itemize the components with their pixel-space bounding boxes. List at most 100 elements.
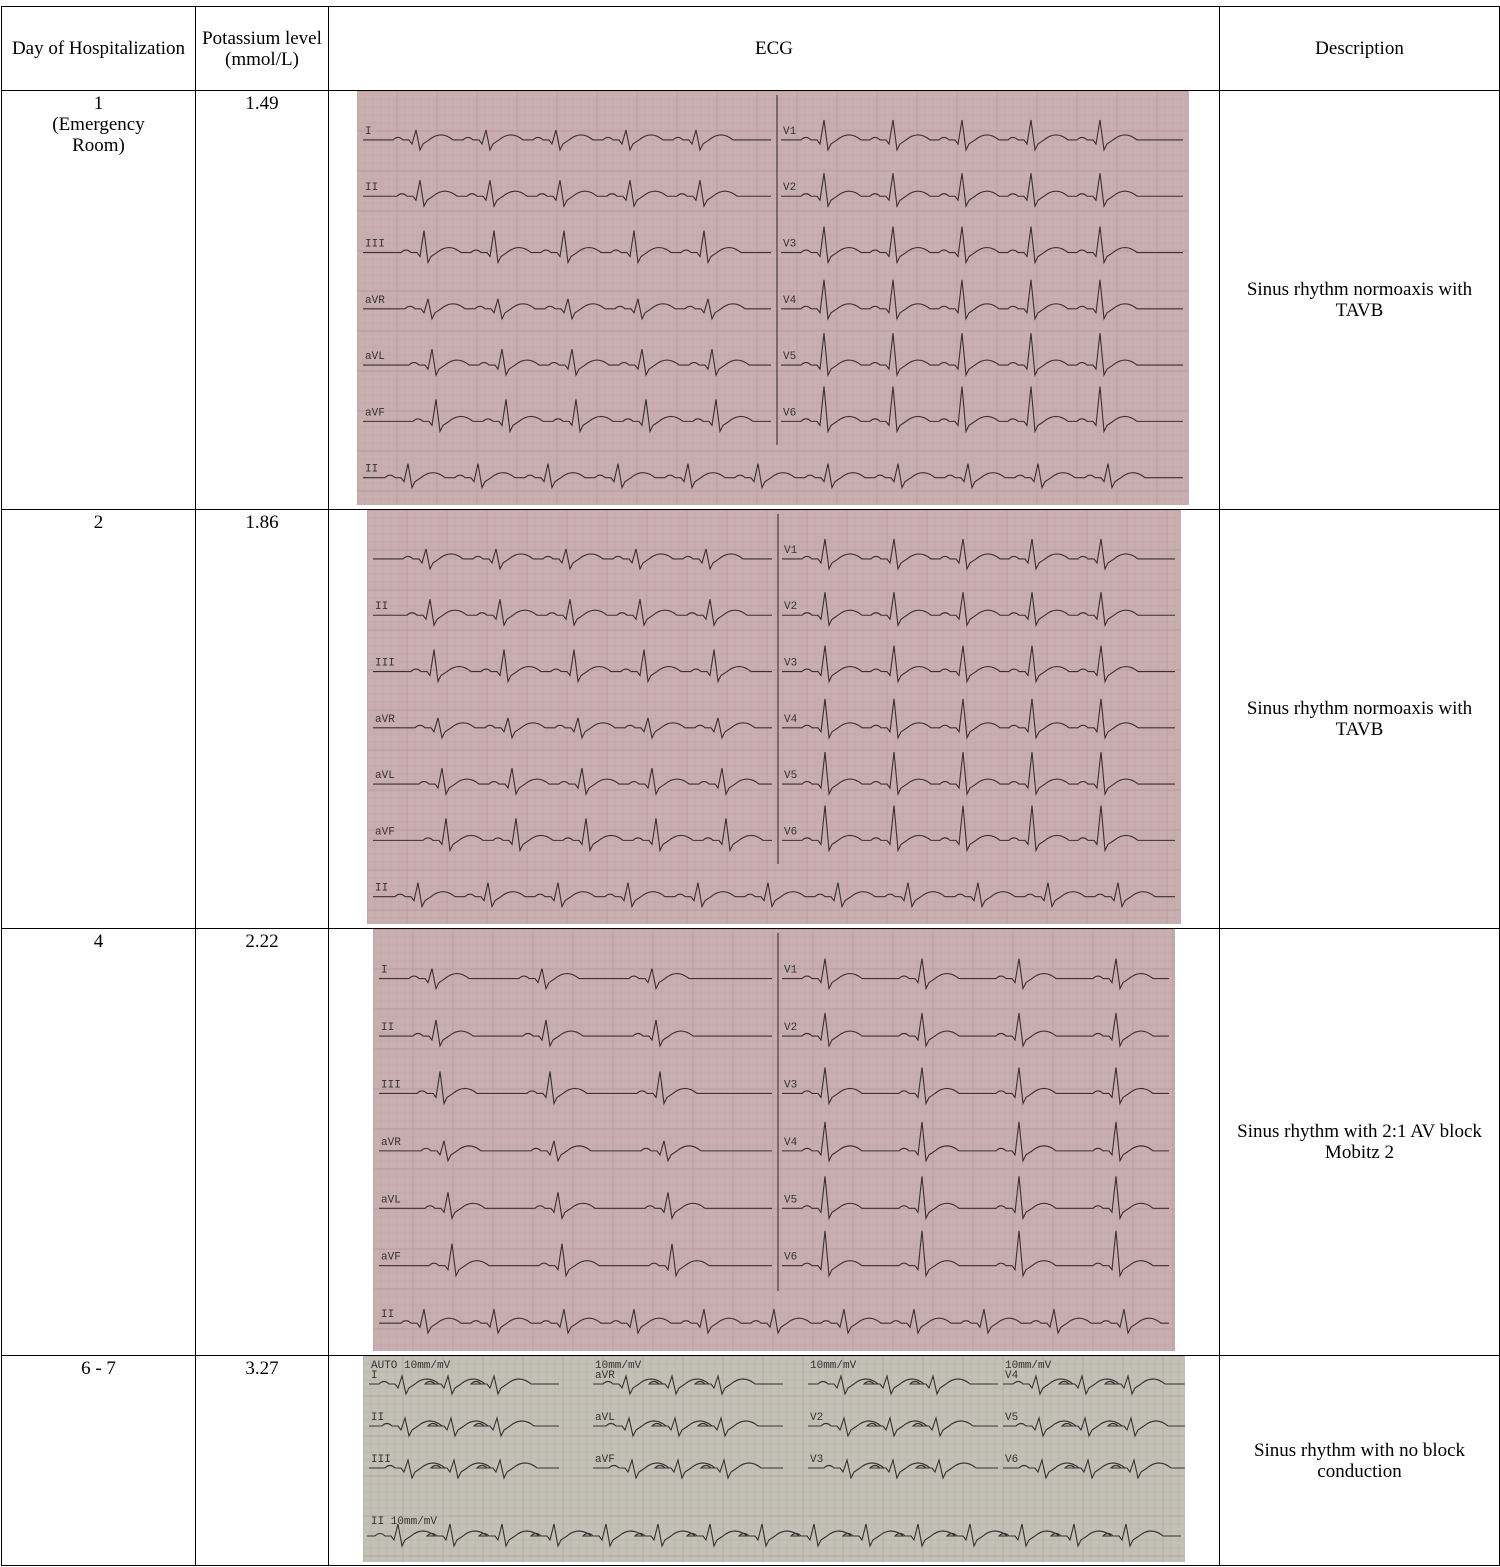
- calibration-label: 10mm/mV: [810, 1360, 857, 1372]
- rhythm-strip: [363, 463, 1183, 490]
- lead-label: III: [375, 658, 395, 670]
- day-note: (Emergency Room): [52, 114, 145, 156]
- lead-trace-right: [782, 805, 1175, 853]
- day-value: 1: [93, 93, 104, 114]
- lead-label: V4: [783, 295, 797, 307]
- lead-trace: [1003, 1457, 1185, 1480]
- table-row: 1 (Emergency Room) 1.49 I V1 II V2 III V3 aVR V…: [1, 90, 1500, 510]
- ecg-grid: [363, 1356, 1185, 1562]
- day-value: 4: [93, 931, 104, 952]
- lead-trace-right: [782, 1012, 1169, 1048]
- description-text: Sinus rhythm with no block conduction: [1253, 1439, 1466, 1482]
- ecg-table: Day of Hospitalization Potassium level (…: [1, 6, 1500, 1566]
- lead-label: II: [375, 883, 388, 895]
- lead-label: I: [371, 1370, 378, 1382]
- lead-label: II: [365, 464, 378, 476]
- lead-trace: [1003, 1415, 1185, 1438]
- lead-trace-right: [782, 1230, 1169, 1278]
- lead-label: aVF: [381, 1252, 401, 1264]
- header-description: Description: [1219, 6, 1500, 91]
- calibration-label: AUTO 10mm/mV: [371, 1360, 451, 1372]
- rhythm-strip: [379, 1309, 1169, 1335]
- lead-trace-right: [781, 333, 1183, 378]
- lead-label: II: [381, 1309, 394, 1321]
- lead-label: aVL: [375, 770, 395, 782]
- potassium-value: 2.22: [195, 928, 329, 1356]
- day-cell: 6 - 7: [1, 1355, 196, 1566]
- lead-trace: [369, 1373, 559, 1396]
- lead-trace-left: [379, 1243, 772, 1278]
- ecg-paper: [373, 929, 1175, 1351]
- lead-label: V2: [783, 182, 796, 194]
- lead-label: V4: [784, 714, 798, 726]
- lead-trace-left: [379, 1019, 772, 1048]
- calibration-label: 10mm/mV: [1005, 1360, 1052, 1372]
- lead-trace-right: [781, 173, 1183, 209]
- lead-trace-left: [379, 1071, 772, 1106]
- rhythm-strip: [373, 882, 1175, 909]
- lead-trace-left: [373, 767, 772, 796]
- potassium-value: 1.49: [195, 90, 329, 510]
- lead-label: II: [371, 1412, 384, 1424]
- lead-trace: [593, 1457, 783, 1480]
- lead-label: V5: [1005, 1412, 1018, 1424]
- lead-label: V6: [784, 1252, 797, 1264]
- potassium-value: 3.27: [195, 1355, 329, 1566]
- lead-label: III: [371, 1454, 391, 1466]
- ecg-cell: I V1 II V2 III V3 aVR V4 aVL V5 aVF V6 II: [328, 90, 1220, 510]
- lead-trace-right: [782, 592, 1175, 628]
- ecg-tracing: I V1 II V2 III V3 aVR V4 aVL V5 aVF V6 II: [373, 929, 1175, 1351]
- lead-trace-right: [782, 538, 1175, 571]
- lead-trace-right: [782, 645, 1175, 684]
- lead-label: V1: [783, 126, 797, 138]
- lead-trace-left: [363, 348, 771, 377]
- header-day: Day of Hospitalization: [1, 6, 196, 91]
- potassium-value: 1.86: [195, 509, 329, 929]
- lead-label: aVL: [365, 351, 385, 363]
- lead-label: V1: [784, 545, 798, 557]
- ecg-tracing: I V1 II V2 III V3 aVR V4 aVL V5 aVF V6 II: [357, 91, 1189, 505]
- ecg-cell: V1 II V2 III V3 aVR V4 aVL V5 aVF V6 II: [328, 509, 1220, 929]
- ecg-grid: [373, 929, 1175, 1351]
- lead-label: V2: [810, 1412, 823, 1424]
- lead-label: III: [365, 239, 385, 251]
- day-cell: 4: [1, 928, 196, 1356]
- description-cell: Sinus rhythm with no block conduction: [1219, 1355, 1500, 1566]
- lead-trace-left: [363, 129, 771, 152]
- lead-trace: [808, 1415, 998, 1438]
- lead-trace-right: [782, 752, 1175, 797]
- description-cell: Sinus rhythm with 2:1 AV block Mobitz 2: [1219, 928, 1500, 1356]
- lead-trace: [593, 1415, 783, 1438]
- lead-trace-right: [782, 1176, 1169, 1221]
- lead-label: V5: [784, 1194, 797, 1206]
- description-text: Sinus rhythm normoaxis with TAVB: [1246, 698, 1473, 740]
- lead-label: II: [375, 601, 388, 613]
- lead-label: V5: [783, 351, 796, 363]
- ecg-paper: [363, 1356, 1185, 1562]
- lead-label: aVL: [381, 1194, 401, 1206]
- header-potassium: Potassium level (mmol/L): [195, 6, 329, 91]
- lead-trace-right: [781, 386, 1183, 434]
- description-cell: Sinus rhythm normoaxis with TAVB: [1219, 509, 1500, 929]
- lead-label: II: [381, 1022, 394, 1034]
- ecg-cell: I II III aVR aVL aVF V2 V3 V4 V5 V6 AUTO 10mm/mV 10m…: [328, 1355, 1220, 1566]
- ecg-image: I V1 II V2 III V3 aVR V4 aVL V5 aVF V6 II: [357, 91, 1189, 505]
- lead-trace-right: [782, 698, 1175, 740]
- lead-trace-left: [373, 649, 772, 684]
- lead-trace-left: [363, 298, 771, 321]
- lead-label: III: [381, 1079, 401, 1091]
- lead-trace-right: [782, 958, 1169, 991]
- lead-label: V2: [784, 1022, 797, 1034]
- lead-trace-right: [782, 1121, 1169, 1163]
- lead-label: aVR: [381, 1137, 401, 1149]
- lead-label: aVF: [365, 407, 385, 419]
- lead-label: I: [365, 126, 372, 138]
- calibration-label: 10mm/mV: [595, 1360, 642, 1372]
- lead-label: aVR: [365, 295, 385, 307]
- lead-label: aVL: [595, 1412, 615, 1424]
- day-cell: 2: [1, 509, 196, 929]
- lead-label: V4: [784, 1137, 798, 1149]
- lead-label: V4: [1005, 1370, 1019, 1382]
- description-text: Sinus rhythm normoaxis with TAVB: [1246, 279, 1473, 321]
